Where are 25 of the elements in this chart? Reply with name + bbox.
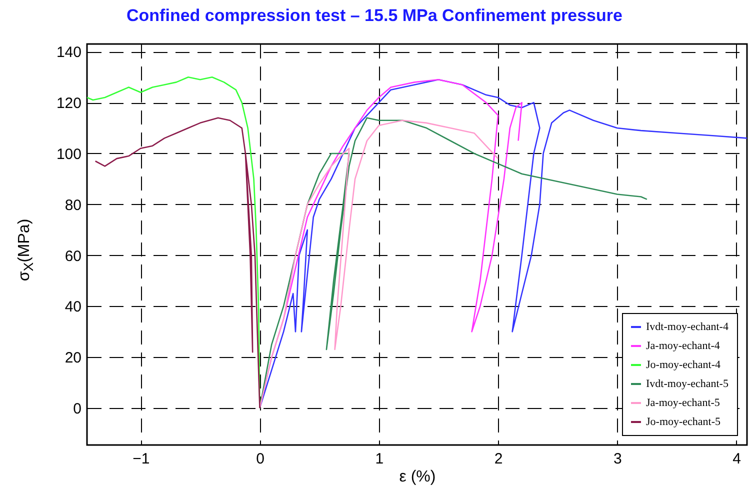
y-tick-label: 20 [64,350,82,367]
legend-label: Jo-moy-echant-4 [646,359,722,371]
y-tick-label: 120 [56,95,82,112]
line-series [94,117,260,409]
x-tick-label: 2 [494,450,503,468]
legend-label: Ivdt-moy-echant-4 [646,321,729,333]
y-tick-label: 100 [56,146,82,163]
line-series [259,78,747,409]
y-tick-label: 0 [73,400,82,418]
legend-label: Ivdt-moy-echant-5 [646,378,729,390]
x-tick-label: 0 [256,450,264,468]
legend-label: Jo-moy-echant-5 [646,416,722,428]
line-series [259,120,499,409]
x-tick-label: 1 [375,450,384,468]
legend-label: Ja-moy-echant-4 [646,340,720,352]
y-tick-label: 40 [64,298,82,316]
x-tick-label: 3 [613,450,622,468]
y-tick-label: 80 [64,196,82,214]
y-tick-label: 140 [56,44,82,62]
x-tick-label: −1 [132,450,150,468]
x-tick-label: 4 [732,450,741,468]
chart-title: Confined compression test – 15.5 MPa Confinement pressure [126,6,624,26]
y-tick-label: 60 [64,248,82,265]
x-axis-title: ε (%) [399,468,436,486]
legend-label: Ja-moy-echant-5 [646,397,720,409]
